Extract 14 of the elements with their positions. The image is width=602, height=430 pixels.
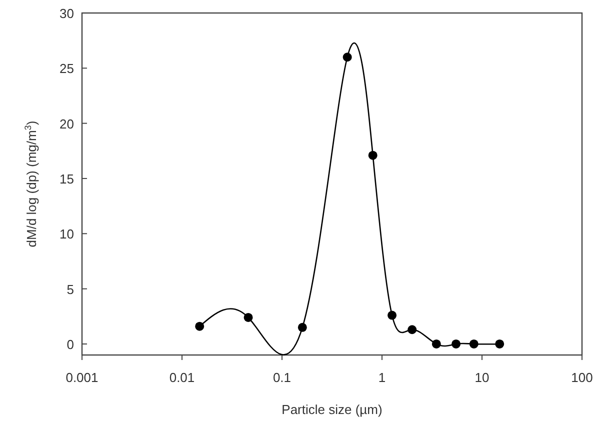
y-tick-label: 5: [66, 282, 74, 297]
x-tick-label: 100: [571, 370, 593, 385]
x-tick-label: 0.001: [66, 370, 98, 385]
x-axis-title: Particle size (µm): [282, 402, 382, 417]
y-tick-label: 20: [60, 116, 74, 132]
x-tick-label: 10: [474, 370, 490, 385]
y-tick-label: 0: [66, 336, 74, 352]
x-tick-label: 0.01: [169, 370, 195, 385]
x-tick-label: 0.1: [272, 370, 292, 385]
y-tick-label: 15: [60, 171, 74, 186]
x-tick-label: 1: [378, 370, 386, 385]
y-tick-label: 30: [60, 6, 74, 21]
y-tick-label: 25: [60, 61, 74, 76]
y-tick-label: 10: [60, 226, 74, 242]
